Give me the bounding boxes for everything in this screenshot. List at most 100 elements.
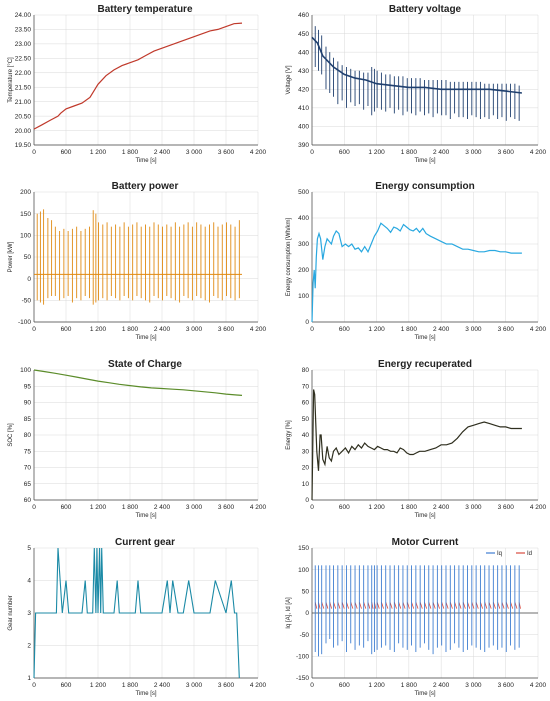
chart-title: Battery power <box>112 181 179 192</box>
x-tick-label: 3 000 <box>465 504 482 511</box>
x-tick-label: 3 600 <box>498 326 515 333</box>
y-tick-label: 90 <box>24 400 32 407</box>
x-tick-label: 1 800 <box>401 682 418 689</box>
series-line-recup <box>311 389 522 501</box>
chart-gear: Current gear 1 2 3 4 5 0 600 1 200 1 800 2 400 3 00… <box>8 537 267 697</box>
x-tick-label: 1 800 <box>401 326 418 333</box>
y-tick-label: 70 <box>302 383 310 390</box>
x-tick-label: 1 200 <box>368 326 385 333</box>
y-tick-label: 410 <box>298 105 309 112</box>
x-tick-label: 3 600 <box>498 504 515 511</box>
x-tick-label: 4 200 <box>250 682 267 689</box>
legend-label: Id <box>527 551 532 557</box>
y-tick-label: 300 <box>298 241 309 248</box>
y-tick-label: 95 <box>24 383 32 390</box>
y-tick-label: 150 <box>20 211 31 218</box>
y-tick-label: 0 <box>27 276 31 283</box>
chart-energy: Energy consumption 0 100 200 300 400 500 0 600 1 … <box>286 181 547 341</box>
x-tick-label: 0 <box>310 504 314 511</box>
x-tick-label: 600 <box>61 326 72 333</box>
chart-soc: State of Charge 60 65 70 75 80 85 90 95 100 0 600 1 … <box>8 359 267 519</box>
x-tick-label: 3 600 <box>218 682 235 689</box>
y-tick-label: 100 <box>298 567 309 574</box>
chart-motor: Motor Current -150 -100 -50 0 50 100 150 0 600 1 2… <box>286 537 547 697</box>
legend: Iq Id <box>486 551 532 557</box>
x-tick-label: 1 800 <box>401 149 418 156</box>
x-tick-label: 3 000 <box>186 504 203 511</box>
x-tick-label: 0 <box>310 149 314 156</box>
y-tick-label: 440 <box>298 49 309 56</box>
x-tick-label: 4 200 <box>250 326 267 333</box>
chart-title: Motor Current <box>392 537 459 548</box>
y-tick-label: 60 <box>302 400 310 407</box>
y-tick-label: 80 <box>302 367 310 374</box>
x-tick-label: 0 <box>32 149 36 156</box>
y-tick-label: -100 <box>296 654 309 661</box>
x-tick-label: 2 400 <box>154 149 171 156</box>
x-axis-label: Time [s] <box>414 158 435 164</box>
x-tick-label: 2 400 <box>154 504 171 511</box>
x-tick-label: 3 000 <box>186 326 203 333</box>
y-tick-label: 50 <box>24 254 32 261</box>
x-tick-label: 1 200 <box>368 149 385 156</box>
y-tick-label: 50 <box>302 589 310 596</box>
x-tick-label: 2 400 <box>154 682 171 689</box>
y-tick-label: 22.00 <box>15 70 32 77</box>
x-tick-label: 2 400 <box>154 326 171 333</box>
x-tick-label: 600 <box>339 504 350 511</box>
x-tick-label: 2 400 <box>433 504 450 511</box>
y-tick-label: 85 <box>24 416 32 423</box>
legend-label: Iq <box>497 551 502 557</box>
y-tick-label: 20.50 <box>15 113 32 120</box>
series-line-temp <box>33 22 243 130</box>
x-tick-label: 4 200 <box>250 504 267 511</box>
chart-title: Current gear <box>115 537 175 548</box>
x-tick-label: 3 600 <box>498 682 515 689</box>
chart-temp: Battery temperature 19.50 20.00 20.50 21.00 2… <box>8 4 267 164</box>
y-axis-label: Voltage [V] <box>286 65 292 94</box>
x-axis-label: Time [s] <box>135 691 156 697</box>
x-tick-label: 0 <box>32 682 36 689</box>
y-axis-label: Energy [%] <box>286 420 292 450</box>
series-line-soc <box>33 369 243 396</box>
y-axis-label: Energy consumption [Wh/km] <box>286 217 292 296</box>
x-tick-label: 2 400 <box>433 149 450 156</box>
y-tick-label: 24.00 <box>15 12 32 19</box>
y-tick-label: 390 <box>298 142 309 149</box>
y-tick-label: 500 <box>298 189 309 196</box>
x-tick-label: 1 200 <box>90 682 107 689</box>
y-tick-label: 0 <box>305 497 309 504</box>
x-tick-label: 3 000 <box>186 682 203 689</box>
x-tick-label: 1 800 <box>122 504 139 511</box>
x-tick-label: 600 <box>339 682 350 689</box>
y-tick-label: 430 <box>298 68 309 75</box>
y-axis-label: Iq [A], Id [A] <box>286 597 292 629</box>
x-tick-label: 600 <box>61 682 72 689</box>
x-tick-label: 3 600 <box>498 149 515 156</box>
chart-title: Battery voltage <box>389 4 462 15</box>
x-tick-label: 3 000 <box>465 149 482 156</box>
y-tick-label: 100 <box>20 367 31 374</box>
y-tick-label: 200 <box>20 189 31 196</box>
y-tick-label: 20.00 <box>15 128 32 135</box>
y-tick-label: 100 <box>20 233 31 240</box>
y-tick-label: 60 <box>24 497 32 504</box>
y-tick-label: 21.00 <box>15 99 32 106</box>
y-tick-label: -50 <box>22 298 32 305</box>
y-axis-label: Power [kW] <box>8 241 14 272</box>
x-tick-label: 4 200 <box>250 149 267 156</box>
y-tick-label: 22.50 <box>15 56 32 63</box>
x-tick-label: 4 200 <box>530 326 547 333</box>
x-tick-label: 600 <box>61 149 72 156</box>
y-tick-label: 4 <box>27 578 31 585</box>
y-tick-label: 20 <box>302 465 310 472</box>
x-tick-label: 3 000 <box>465 682 482 689</box>
x-tick-label: 1 200 <box>368 682 385 689</box>
chart-title: Energy consumption <box>375 181 474 192</box>
y-tick-label: 50 <box>302 416 310 423</box>
x-tick-label: 1 800 <box>122 326 139 333</box>
y-tick-label: 420 <box>298 86 309 93</box>
y-tick-label: 400 <box>298 215 309 222</box>
x-tick-label: 600 <box>339 149 350 156</box>
